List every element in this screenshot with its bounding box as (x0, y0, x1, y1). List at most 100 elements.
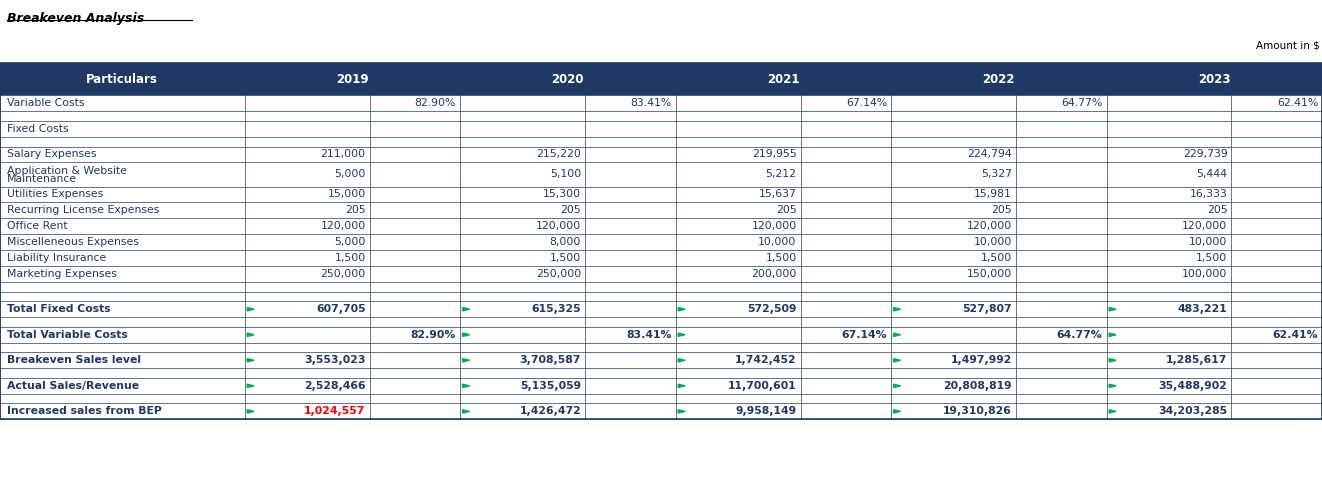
Bar (801, 343, 891, 352)
Bar (586, 121, 676, 137)
Bar (891, 266, 1017, 282)
Text: 2022: 2022 (982, 73, 1015, 85)
Bar (1107, 63, 1322, 95)
Bar (460, 63, 676, 95)
Text: 67.14%: 67.14% (846, 98, 887, 108)
Bar (370, 137, 460, 147)
Bar (1107, 352, 1232, 368)
Bar (586, 250, 676, 266)
Text: 15,981: 15,981 (974, 189, 1013, 200)
Bar (891, 378, 1017, 394)
Bar (0, 368, 245, 378)
Text: 8,000: 8,000 (550, 237, 582, 247)
Bar (370, 162, 460, 187)
Text: 5,327: 5,327 (981, 170, 1013, 179)
Text: 250,000: 250,000 (535, 269, 582, 279)
Bar (245, 266, 370, 282)
Text: 120,000: 120,000 (320, 221, 366, 231)
Bar (676, 202, 801, 218)
Text: 120,000: 120,000 (535, 221, 582, 231)
Text: 205: 205 (1207, 205, 1228, 215)
Bar (1232, 378, 1322, 394)
Bar (0, 282, 245, 292)
Text: 9,958,149: 9,958,149 (735, 406, 797, 416)
Bar (1232, 352, 1322, 368)
Bar (1107, 111, 1232, 121)
Bar (460, 301, 586, 317)
Bar (370, 111, 460, 121)
Text: 211,000: 211,000 (320, 149, 366, 160)
Bar (891, 111, 1017, 121)
Bar (586, 111, 676, 121)
Polygon shape (1109, 359, 1116, 362)
Polygon shape (894, 308, 900, 311)
Bar (1017, 121, 1107, 137)
Text: 1,742,452: 1,742,452 (735, 355, 797, 365)
Bar (460, 111, 586, 121)
Text: 607,705: 607,705 (316, 304, 366, 314)
Bar (245, 121, 370, 137)
Bar (460, 162, 586, 187)
Bar (370, 403, 460, 419)
Text: 200,000: 200,000 (751, 269, 797, 279)
Bar (1017, 234, 1107, 250)
Bar (1232, 137, 1322, 147)
Bar (1107, 394, 1232, 403)
Text: Actual Sales/Revenue: Actual Sales/Revenue (7, 381, 139, 391)
Bar (1107, 282, 1232, 292)
Bar (586, 137, 676, 147)
Polygon shape (894, 384, 900, 388)
Text: 15,637: 15,637 (759, 189, 797, 200)
Text: 82.90%: 82.90% (411, 330, 456, 340)
Bar (801, 111, 891, 121)
Polygon shape (678, 410, 685, 413)
Bar (0, 147, 245, 162)
Bar (1107, 292, 1232, 301)
Bar (1017, 403, 1107, 419)
Bar (676, 394, 801, 403)
Bar (245, 137, 370, 147)
Bar (1232, 394, 1322, 403)
Bar (891, 352, 1017, 368)
Text: 120,000: 120,000 (751, 221, 797, 231)
Bar (370, 218, 460, 234)
Bar (370, 250, 460, 266)
Bar (370, 187, 460, 202)
Text: 62.41%: 62.41% (1277, 98, 1318, 108)
Bar (1232, 403, 1322, 419)
Bar (676, 250, 801, 266)
Bar (0, 378, 245, 394)
Polygon shape (247, 308, 254, 311)
Bar (1232, 121, 1322, 137)
Text: 5,000: 5,000 (334, 237, 366, 247)
Bar (460, 352, 586, 368)
Bar (586, 327, 676, 343)
Bar (586, 352, 676, 368)
Bar (460, 250, 586, 266)
Bar (0, 63, 245, 95)
Bar (1017, 95, 1107, 111)
Bar (245, 327, 370, 343)
Bar (801, 218, 891, 234)
Bar (801, 95, 891, 111)
Text: 120,000: 120,000 (966, 221, 1013, 231)
Bar (891, 343, 1017, 352)
Polygon shape (678, 384, 685, 388)
Bar (1017, 162, 1107, 187)
Text: 205: 205 (561, 205, 582, 215)
Bar (891, 250, 1017, 266)
Bar (586, 187, 676, 202)
Text: 250,000: 250,000 (320, 269, 366, 279)
Text: 3,708,587: 3,708,587 (520, 355, 582, 365)
Bar (370, 327, 460, 343)
Bar (801, 301, 891, 317)
Text: 1,500: 1,500 (334, 253, 366, 263)
Bar (1107, 137, 1232, 147)
Polygon shape (463, 384, 469, 388)
Bar (0, 250, 245, 266)
Bar (676, 292, 801, 301)
Bar (0, 266, 245, 282)
Text: 20,808,819: 20,808,819 (944, 381, 1013, 391)
Bar (245, 162, 370, 187)
Polygon shape (247, 333, 254, 336)
